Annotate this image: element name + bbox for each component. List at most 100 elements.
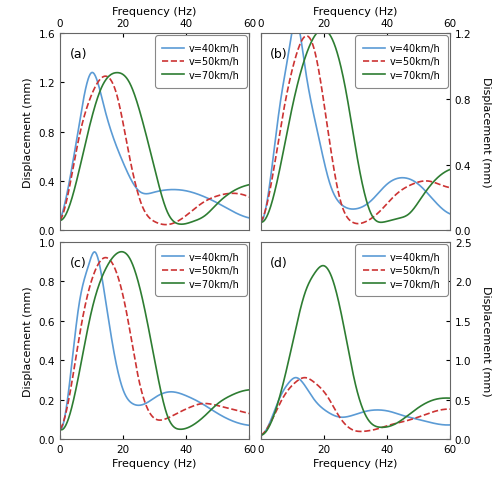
v=50km/h	[258, 220, 264, 225]
v=40km/h	[246, 423, 252, 428]
v=40km/h	[169, 187, 175, 193]
v=70km/h	[200, 215, 206, 221]
v=70km/h	[178, 222, 184, 227]
X-axis label: Frequency (Hz): Frequency (Hz)	[313, 7, 398, 17]
v=40km/h	[293, 18, 299, 24]
v=70km/h	[291, 96, 297, 102]
Line: v=70km/h: v=70km/h	[60, 74, 250, 224]
v=50km/h	[143, 211, 149, 217]
v=40km/h	[258, 220, 264, 225]
Line: v=50km/h: v=50km/h	[60, 77, 250, 225]
Text: (d): (d)	[270, 256, 288, 269]
Text: (c): (c)	[70, 256, 86, 269]
v=50km/h	[106, 76, 112, 81]
Text: (b): (b)	[270, 48, 288, 61]
v=70km/h	[246, 183, 252, 188]
v=50km/h	[169, 221, 175, 227]
v=50km/h	[169, 413, 175, 419]
v=50km/h	[184, 212, 190, 218]
v=50km/h	[200, 401, 206, 407]
v=50km/h	[106, 257, 112, 263]
Line: v=70km/h: v=70km/h	[260, 30, 450, 223]
Text: (a): (a)	[70, 48, 87, 61]
v=50km/h	[447, 407, 453, 412]
v=70km/h	[57, 427, 63, 432]
Line: v=40km/h: v=40km/h	[60, 73, 250, 221]
X-axis label: Frequency (Hz): Frequency (Hz)	[112, 7, 197, 17]
v=40km/h	[91, 250, 97, 256]
Line: v=50km/h: v=50km/h	[260, 378, 450, 435]
v=40km/h	[291, 20, 297, 26]
v=70km/h	[306, 280, 312, 285]
Y-axis label: Displacement (mm): Displacement (mm)	[481, 285, 491, 396]
v=50km/h	[401, 186, 407, 192]
v=70km/h	[401, 214, 407, 220]
v=70km/h	[447, 395, 453, 401]
v=70km/h	[344, 93, 349, 99]
v=70km/h	[57, 218, 63, 224]
v=40km/h	[58, 427, 64, 432]
v=40km/h	[370, 197, 376, 203]
v=50km/h	[102, 74, 108, 80]
v=50km/h	[57, 427, 63, 432]
v=40km/h	[92, 249, 98, 255]
v=50km/h	[400, 419, 406, 425]
v=50km/h	[344, 423, 349, 429]
Line: v=70km/h: v=70km/h	[60, 252, 250, 430]
v=70km/h	[200, 414, 206, 420]
v=50km/h	[102, 255, 108, 261]
v=70km/h	[258, 432, 264, 438]
v=70km/h	[106, 261, 112, 266]
v=50km/h	[304, 34, 310, 40]
v=50km/h	[291, 381, 297, 386]
v=50km/h	[258, 432, 264, 438]
v=70km/h	[400, 416, 406, 422]
v=50km/h	[447, 185, 453, 191]
v=40km/h	[89, 70, 95, 76]
v=70km/h	[258, 220, 264, 225]
v=50km/h	[384, 201, 390, 206]
v=70km/h	[114, 71, 120, 77]
v=50km/h	[90, 88, 96, 94]
v=40km/h	[200, 194, 206, 200]
v=40km/h	[400, 413, 406, 419]
v=40km/h	[344, 414, 349, 420]
v=50km/h	[370, 427, 376, 433]
v=50km/h	[90, 272, 96, 278]
v=70km/h	[246, 387, 252, 393]
v=40km/h	[57, 218, 63, 224]
v=40km/h	[370, 407, 376, 413]
v=50km/h	[246, 411, 252, 417]
v=50km/h	[57, 218, 63, 224]
Line: v=50km/h: v=50km/h	[60, 258, 250, 429]
v=40km/h	[106, 322, 112, 327]
Legend: v=40km/h, v=50km/h, v=70km/h: v=40km/h, v=50km/h, v=70km/h	[358, 39, 445, 85]
v=70km/h	[384, 219, 390, 224]
Legend: v=40km/h, v=50km/h, v=70km/h: v=40km/h, v=50km/h, v=70km/h	[158, 39, 244, 85]
v=40km/h	[144, 400, 150, 406]
v=40km/h	[57, 427, 63, 432]
v=50km/h	[291, 60, 297, 66]
v=70km/h	[144, 314, 150, 320]
v=40km/h	[400, 176, 406, 182]
v=70km/h	[306, 44, 312, 50]
v=40km/h	[200, 402, 206, 407]
v=50km/h	[302, 375, 308, 381]
v=70km/h	[447, 167, 453, 173]
v=70km/h	[370, 422, 376, 427]
v=40km/h	[169, 389, 175, 395]
v=70km/h	[291, 333, 297, 339]
Line: v=40km/h: v=40km/h	[260, 378, 450, 435]
v=50km/h	[355, 221, 361, 227]
v=40km/h	[106, 122, 112, 128]
v=40km/h	[447, 211, 453, 217]
v=70km/h	[58, 427, 64, 433]
Line: v=40km/h: v=40km/h	[60, 252, 250, 429]
v=70km/h	[143, 132, 149, 138]
v=70km/h	[320, 27, 326, 33]
v=40km/h	[184, 393, 190, 399]
v=70km/h	[184, 221, 190, 227]
v=40km/h	[384, 408, 390, 414]
v=70km/h	[370, 214, 376, 220]
v=50km/h	[184, 406, 190, 412]
